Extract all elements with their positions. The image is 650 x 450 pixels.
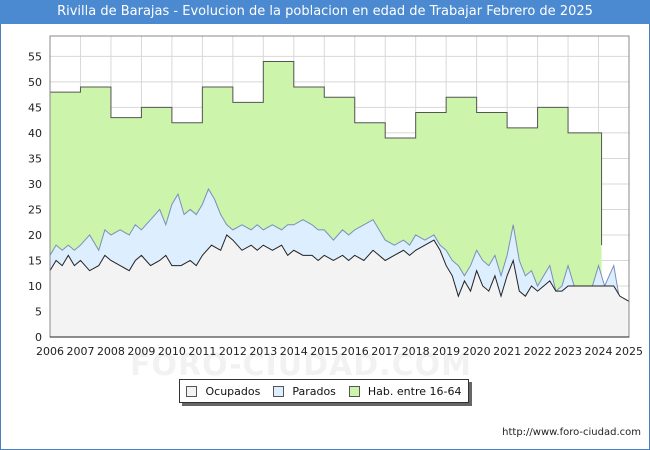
area-ocupados	[50, 234, 629, 337]
y-tick-label: 15	[28, 254, 42, 267]
x-tick-label: 2022	[524, 345, 552, 358]
chart-legend: Ocupados Parados Hab. entre 16-64	[179, 379, 469, 403]
chart-title: Rivilla de Barajas - Evolucion de la pob…	[0, 0, 650, 24]
x-tick-label: 2012	[219, 345, 247, 358]
legend-label-parados: Parados	[292, 384, 336, 398]
y-tick-label: 45	[28, 101, 42, 114]
watermark-text: FORO-CIUDAD.COM	[130, 348, 472, 383]
legend-label-ocupados: Ocupados	[205, 384, 261, 398]
x-tick-label: 2017	[371, 345, 399, 358]
source-url[interactable]: http://www.foro-ciudad.com	[502, 427, 641, 438]
x-tick-label: 2019	[432, 345, 460, 358]
legend-item-ocupados: Ocupados	[186, 385, 260, 398]
y-tick-label: 50	[28, 76, 42, 89]
x-tick-label: 2016	[341, 345, 369, 358]
x-tick-label: 2018	[402, 345, 430, 358]
x-tick-label: 2024	[585, 345, 613, 358]
line-hab-entre-16-64	[50, 61, 603, 246]
x-tick-label: 2020	[463, 345, 491, 358]
x-tick-label: 2008	[97, 345, 125, 358]
y-tick-label: 25	[28, 203, 42, 216]
legend-swatch-ocupados	[186, 385, 198, 397]
x-tick-label: 2013	[249, 345, 277, 358]
line-ocupados	[49, 234, 630, 302]
legend-item-parados: Parados	[273, 385, 336, 398]
x-tick-label: 2021	[493, 345, 521, 358]
y-tick-label: 40	[28, 127, 42, 140]
legend-item-hab: Hab. entre 16-64	[348, 384, 462, 398]
y-tick-label: 5	[35, 305, 42, 318]
legend-label-hab: Hab. entre 16-64	[367, 384, 462, 398]
y-tick-label: 0	[35, 331, 42, 344]
x-tick-label: 2025	[615, 345, 643, 358]
y-tick-label: 20	[28, 229, 42, 242]
y-tick-label: 35	[28, 152, 42, 165]
x-tick-label: 2010	[158, 345, 186, 358]
x-tick-label: 2015	[310, 345, 338, 358]
legend-swatch-hab	[348, 385, 360, 397]
x-tick-label: 2014	[280, 345, 308, 358]
x-tick-label: 2007	[66, 345, 94, 358]
line-parados	[49, 187, 629, 302]
y-tick-label: 55	[28, 50, 42, 63]
x-tick-label: 2011	[188, 345, 216, 358]
x-tick-label: 2023	[554, 345, 582, 358]
x-tick-label: 2009	[127, 345, 155, 358]
y-tick-label: 10	[28, 280, 42, 293]
y-tick-label: 30	[28, 178, 42, 191]
x-tick-label: 2006	[36, 345, 64, 358]
legend-swatch-parados	[273, 385, 285, 397]
